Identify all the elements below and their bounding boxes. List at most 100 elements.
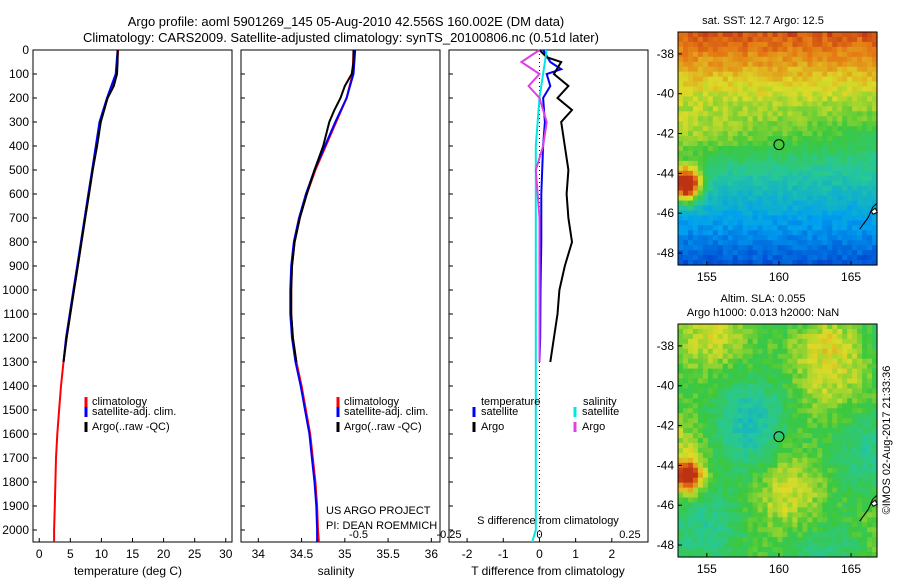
map-cell: [752, 121, 759, 127]
map-cell: [767, 121, 774, 127]
map-cell: [867, 383, 873, 390]
map-cell: [722, 81, 729, 88]
map-cell: [762, 343, 769, 350]
map-cell: [757, 255, 764, 261]
map-cell: [862, 343, 868, 350]
map-cell: [852, 363, 858, 370]
map-cell: [867, 348, 873, 355]
map-cell: [777, 502, 784, 509]
map-cell: [682, 200, 689, 207]
map-cell: [842, 190, 848, 197]
map-cell: [817, 32, 823, 38]
map-cell: [782, 36, 789, 43]
legend-argo: Argo(..raw -QC): [344, 421, 422, 433]
map-cell: [712, 170, 719, 177]
map-cell: [742, 230, 749, 236]
map-cell: [797, 373, 803, 380]
map-cell: [757, 328, 764, 335]
map-cell: [757, 353, 764, 360]
map-cell: [797, 462, 803, 469]
map-cell: [792, 438, 798, 444]
map-cell: [697, 51, 704, 58]
map-cell: [692, 146, 699, 152]
map-cell: [782, 170, 789, 177]
map-cell: [777, 215, 784, 221]
map-cell: [747, 66, 754, 73]
map-cell: [737, 96, 744, 103]
map-cell: [862, 51, 868, 58]
map-cell: [707, 418, 714, 424]
map-cell: [762, 81, 769, 88]
map-cell: [762, 438, 769, 444]
map-cell: [767, 146, 774, 152]
map-cell: [777, 36, 784, 43]
map-cell: [807, 522, 813, 528]
map-cell: [852, 413, 858, 419]
map-cell: [837, 343, 843, 350]
map-cell: [692, 215, 699, 221]
map-cell: [752, 56, 759, 63]
map-cell: [742, 175, 749, 182]
map-cell: [727, 338, 734, 345]
map-cell: [742, 66, 749, 73]
map-cell: [822, 240, 828, 246]
map-cell: [717, 512, 724, 518]
map-cell: [822, 348, 828, 355]
map-cell: [732, 220, 739, 226]
map-cell: [792, 76, 798, 83]
map-cell: [807, 81, 813, 88]
map-cell: [727, 111, 734, 117]
map-cell: [777, 442, 784, 449]
map-cell: [697, 378, 704, 385]
map-cell: [832, 225, 838, 231]
map-cell: [782, 418, 789, 424]
map-cell: [762, 96, 769, 103]
map-cell: [847, 472, 853, 479]
map-cell: [787, 51, 794, 58]
map-cell: [867, 141, 873, 147]
map-cell: [752, 86, 759, 93]
map-cell: [727, 328, 734, 335]
map-cell: [832, 324, 838, 330]
map-cell: [727, 363, 734, 370]
map-cell: [722, 502, 729, 509]
map-cell: [742, 160, 749, 167]
map-cell: [807, 91, 813, 98]
map-cell: [812, 378, 818, 385]
map-cell: [782, 462, 789, 469]
map-cell: [807, 324, 813, 330]
map-cell: [867, 467, 873, 474]
map-cell: [797, 547, 803, 553]
map-cell: [872, 487, 878, 494]
map-cell: [807, 482, 813, 489]
map-cell: [827, 81, 833, 88]
map-cell: [742, 51, 749, 58]
map-cell: [812, 442, 818, 449]
map-cell: [847, 96, 853, 103]
map-cell: [847, 51, 853, 58]
legend-salinity-title: salinity: [583, 396, 617, 408]
map-cell: [867, 487, 873, 494]
map-cell: [762, 46, 769, 53]
y-tick-label: 100: [9, 67, 29, 81]
map-cell: [797, 121, 803, 127]
map-cell: [792, 96, 798, 103]
map-cell: [802, 71, 808, 78]
map-cell: [872, 348, 878, 355]
map-cell: [857, 215, 863, 221]
map-cell: [822, 507, 828, 513]
map-cell: [842, 61, 848, 68]
map-cell: [727, 210, 734, 217]
map-cell: [747, 36, 754, 43]
map-cell: [727, 185, 734, 192]
map-cell: [852, 225, 858, 231]
map-cell: [727, 81, 734, 88]
map-cell: [867, 522, 873, 528]
map-cell: [727, 324, 734, 330]
map-cell: [842, 398, 848, 404]
map-cell: [847, 195, 853, 202]
map-cell: [712, 185, 719, 192]
map-cell: [787, 542, 794, 548]
map-cell: [772, 36, 779, 43]
map-cell: [807, 472, 813, 479]
